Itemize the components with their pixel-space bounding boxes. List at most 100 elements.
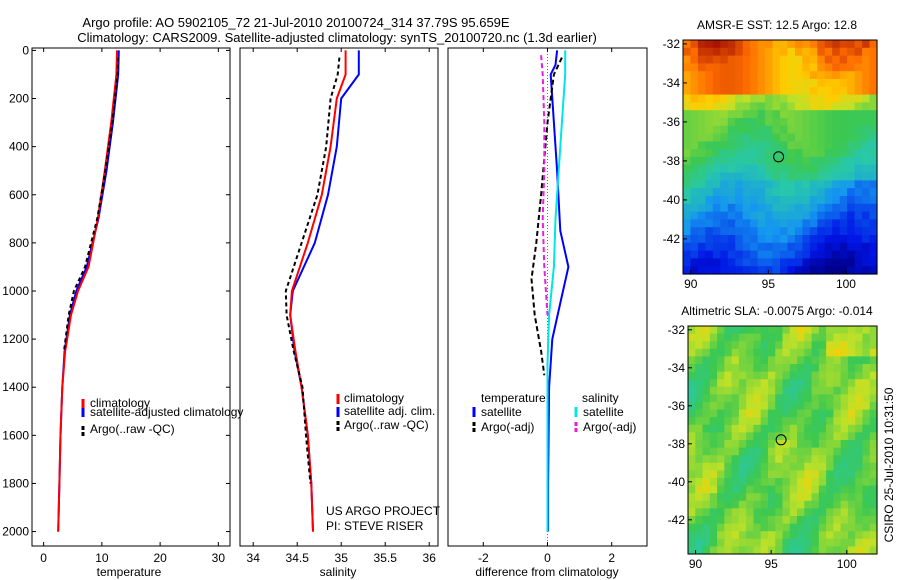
heatmap-cell — [767, 538, 776, 547]
heatmap-cell — [702, 485, 711, 494]
heatmap-cell — [753, 409, 762, 418]
heatmap-cell — [738, 440, 747, 449]
heatmap-cell — [765, 164, 774, 174]
heatmap-cell — [731, 523, 740, 532]
heatmap-cell — [839, 180, 848, 189]
heatmap-cell — [683, 180, 692, 189]
heatmap-cell — [767, 462, 776, 471]
heatmap-cell — [824, 102, 833, 111]
heatmap-cell — [717, 538, 725, 547]
heatmap-cell — [753, 386, 762, 395]
heatmap-cell — [809, 188, 818, 197]
heatmap-cell — [824, 149, 833, 158]
heatmap-cell — [760, 424, 769, 433]
heatmap-cell — [750, 125, 759, 135]
heatmap-cell — [697, 266, 706, 275]
heatmap-cell — [750, 110, 759, 119]
heatmap-cell — [804, 478, 813, 487]
heatmap-cell — [767, 379, 776, 388]
heatmap-cell — [782, 402, 791, 411]
heatmap-cell — [802, 47, 811, 57]
heatmap-cell — [833, 379, 842, 388]
heatmap-cell — [847, 71, 856, 80]
heatmap-cell — [782, 386, 791, 395]
heatmap-cell — [695, 500, 704, 509]
heatmap-cell — [712, 55, 721, 64]
heatmap-cell — [724, 447, 733, 456]
heatmap-cell — [826, 538, 834, 547]
legend-label-climatology: climatology — [90, 396, 150, 410]
heatmap-cell — [802, 71, 811, 80]
heatmap-cell — [833, 493, 842, 502]
heatmap-cell — [731, 356, 740, 365]
heatmap-cell — [757, 40, 766, 49]
heatmap-cell — [787, 188, 796, 197]
heatmap-cell — [731, 326, 740, 335]
heatmap-cell — [767, 440, 776, 449]
heatmap-cell — [765, 125, 774, 135]
salinity-axes-frame — [239, 47, 439, 547]
heatmap-cell — [717, 447, 725, 456]
heatmap-cell — [855, 516, 864, 525]
heatmap-cell — [727, 188, 736, 197]
heatmap-cell — [840, 500, 849, 509]
heatmap-cell — [712, 102, 721, 111]
heatmap-cell — [847, 462, 856, 471]
heatmap-cell — [705, 141, 714, 150]
heatmap-cell — [690, 258, 699, 267]
heatmap-cell — [712, 219, 721, 228]
heatmap-cell — [709, 538, 718, 547]
heatmap-cell — [738, 394, 747, 403]
heatmap-cell — [705, 40, 714, 49]
heatmap-cell — [720, 242, 729, 252]
heatmap-cell — [817, 219, 826, 228]
heatmap-cell — [727, 266, 736, 275]
heatmap-cell — [717, 485, 725, 494]
heatmap-cell — [797, 523, 805, 532]
heatmap-cell — [757, 196, 766, 205]
heatmap-cell — [695, 523, 704, 532]
heatmap-cell — [702, 386, 711, 395]
heatmap-cell — [775, 500, 784, 509]
heatmap-cell — [724, 478, 733, 487]
heatmap-cell — [869, 203, 878, 213]
heatmap-cell — [840, 356, 849, 365]
heatmap-cell — [854, 118, 863, 127]
difference-legend: temperature salinity satellite Argo(-adj… — [472, 391, 636, 434]
heatmap-cell — [760, 348, 769, 357]
heatmap-cell — [705, 196, 714, 205]
heatmap-cell — [683, 40, 692, 49]
heatmap-cell — [757, 63, 766, 72]
heatmap-cell — [702, 379, 711, 388]
heatmap-cell — [717, 546, 725, 555]
heatmap-cell — [818, 356, 827, 365]
heatmap-cell — [818, 440, 827, 449]
heatmap-cell — [757, 118, 766, 127]
heatmap-cell — [702, 500, 711, 509]
heatmap-cell — [735, 110, 744, 119]
heatmap-cell — [742, 203, 751, 213]
heatmap-cell — [789, 546, 798, 555]
heatmap-cell — [683, 94, 692, 103]
heatmap-cell — [869, 141, 878, 150]
heatmap-cell — [839, 149, 848, 158]
heatmap-cell — [804, 447, 813, 456]
heatmap-cell — [705, 235, 714, 244]
heatmap-cell — [855, 333, 864, 342]
heatmap-cell — [794, 86, 803, 96]
heatmap-cell — [717, 379, 725, 388]
heatmap-cell — [724, 455, 733, 464]
heatmap-cell — [780, 250, 789, 259]
y-tick-label: -42 — [668, 513, 686, 527]
heatmap-cell — [683, 55, 692, 64]
heatmap-cell — [847, 203, 856, 213]
heatmap-cell — [862, 47, 871, 57]
heatmap-cell — [839, 164, 848, 174]
heatmap-cell — [869, 172, 878, 181]
heatmap-cell — [735, 157, 744, 166]
heatmap-cell — [735, 164, 744, 174]
heatmap-cell — [731, 538, 740, 547]
heatmap-cell — [782, 440, 791, 449]
heatmap-cell — [731, 462, 740, 471]
heatmap-cell — [695, 455, 704, 464]
